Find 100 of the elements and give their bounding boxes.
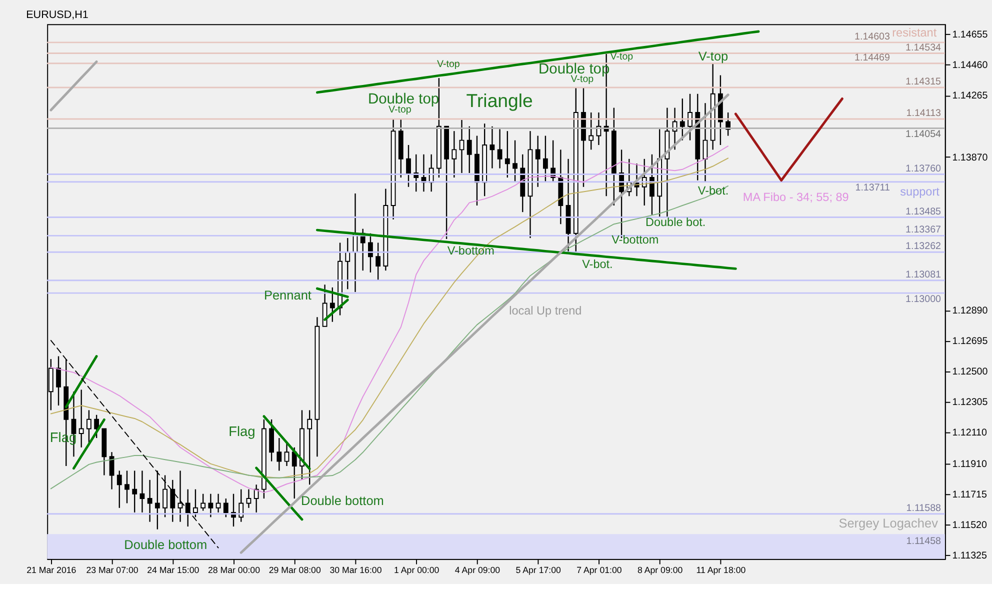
candlestick [132, 470, 138, 514]
y-tick-label: 1.11520 [952, 520, 988, 531]
candlestick [216, 493, 221, 514]
candlestick [452, 130, 457, 178]
candlestick [376, 242, 381, 281]
x-tick-label: 23 Mar 07:00 [86, 565, 138, 576]
ref-line-label: 1.14113 [906, 108, 942, 120]
candlestick [124, 470, 130, 504]
x-tick-label: 4 Apr 09:00 [454, 565, 500, 576]
ref-line-label: 1.13760 [906, 163, 942, 174]
ref-line-label: 1.11588 [906, 502, 942, 514]
annotation: V-top [570, 74, 594, 86]
annotation: Triangle [466, 90, 533, 112]
candlestick [322, 284, 328, 327]
annotation: Flag [228, 424, 256, 440]
line-series [50, 340, 219, 548]
y-tick-label: 1.14265 [952, 90, 988, 102]
line-series [316, 228, 737, 270]
candlestick [406, 144, 411, 188]
candlestick [116, 470, 122, 509]
y-tick-label: 1.11910 [952, 458, 988, 470]
annotation: MA Fibo - 34; 55; 89 [742, 190, 849, 204]
candlestick [140, 470, 145, 514]
candlestick [512, 140, 518, 183]
x-tick-label: 8 Apr 09:00 [637, 565, 683, 576]
ref-line-label: 1.13367 [906, 224, 941, 236]
candlestick [307, 410, 312, 486]
line-series [50, 60, 98, 112]
ref-line-label: 1.13081 [906, 269, 941, 280]
annotation: V-bot. [582, 258, 613, 272]
ref-line-label: 1.14315 [906, 76, 942, 88]
candlestick [330, 286, 335, 322]
ref-line-label: 1.14534 [906, 42, 942, 54]
ref-line-label: 1.13485 [906, 206, 942, 218]
candlestick [345, 237, 350, 290]
candlestick [504, 130, 510, 178]
ref-line-label: 1.14603 [854, 31, 890, 42]
x-tick-label: 29 Mar 08:00 [268, 565, 321, 576]
x-tick-label: 28 Mar 00:00 [208, 565, 260, 576]
annotation: V-top [698, 48, 728, 64]
y-tick-label: 1.11715 [952, 489, 988, 500]
x-tick-label: 5 Apr 17:00 [516, 565, 561, 576]
y-tick-label: 1.11325 [952, 550, 988, 562]
candlestick [246, 488, 252, 509]
candlestick [588, 112, 594, 150]
candlestick [254, 484, 259, 514]
x-tick-label: 7 Apr 01:00 [576, 565, 622, 576]
candlestick [147, 479, 152, 522]
candlestick [672, 107, 678, 150]
x-tick-label: 24 Mar 15:00 [147, 565, 200, 576]
annotation: Double bot. [645, 216, 706, 229]
line-series [255, 466, 304, 521]
y-tick-label: 1.12500 [952, 366, 988, 378]
candlestick [185, 488, 190, 528]
ref-line-label: 1.13000 [906, 294, 942, 305]
annotation: resistant [892, 26, 938, 40]
x-tick-label: 21 Mar 2016 [26, 565, 76, 576]
x-tick-label: 30 Mar 16:00 [330, 565, 382, 576]
candlestick [680, 98, 685, 141]
candlestick [94, 414, 100, 439]
candlestick [193, 488, 198, 518]
candlestick [178, 470, 183, 522]
y-tick-label: 1.14460 [952, 60, 988, 72]
annotation: V-bottom [612, 234, 659, 247]
candlestick [292, 446, 297, 500]
y-tick-label: 1.12305 [952, 397, 988, 408]
ref-line-label: 1.13711 [855, 182, 890, 194]
annotation: V-top [436, 59, 460, 70]
ref-line-label: 1.13262 [906, 241, 941, 252]
candlestick [170, 479, 176, 522]
candlestick [78, 389, 84, 448]
y-tick-label: 1.12695 [952, 336, 988, 348]
annotation: local Up trend [509, 304, 582, 318]
candlestick [269, 418, 274, 462]
candlestick [466, 126, 472, 174]
x-tick-label: 11 Apr 18:00 [696, 565, 746, 576]
candlestick [459, 119, 464, 174]
candlestick [490, 126, 495, 169]
candlestick [284, 442, 290, 467]
annotation: support [900, 185, 940, 198]
annotation: Double bottom [301, 493, 384, 508]
annotation: Double bottom [124, 536, 208, 552]
candlestick [56, 356, 61, 406]
line-series [734, 97, 844, 182]
candlestick [238, 488, 244, 522]
annotation: V-top [610, 52, 634, 63]
candlestick [543, 135, 548, 183]
annotation: Sergey Logachev [838, 516, 939, 531]
candlestick [208, 493, 214, 518]
y-tick-label: 1.13870 [952, 152, 988, 164]
ref-line-label: 1.14469 [854, 52, 890, 64]
annotation: V-bot. [698, 184, 729, 198]
candlestick [497, 128, 502, 169]
candlestick [200, 493, 206, 512]
y-tick-label: 1.14655 [952, 30, 988, 41]
candlestick [154, 470, 160, 530]
y-tick-label: 1.12110 [952, 428, 988, 439]
line-series [316, 30, 760, 94]
candlestick [276, 437, 282, 472]
candlestick [162, 474, 168, 518]
